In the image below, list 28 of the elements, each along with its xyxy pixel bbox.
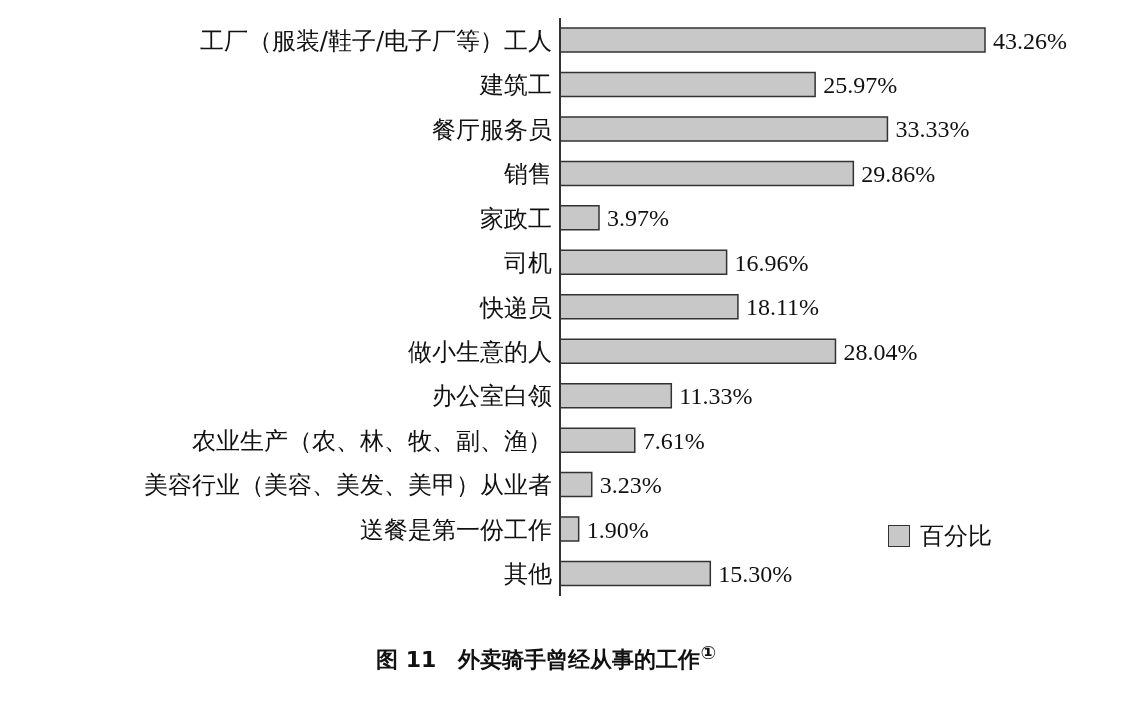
data-label: 29.86%	[861, 160, 936, 187]
data-label: 18.11%	[745, 294, 820, 321]
y-tick-label: 做小生意的人	[408, 337, 552, 366]
y-tick-label: 建筑工	[479, 71, 552, 100]
y-tick-label: 家政工	[480, 204, 552, 233]
data-label: 43.26%	[993, 27, 1067, 54]
y-tick-label: 农业生产（农、林、牧、副、渔）	[192, 426, 552, 455]
data-label: 15.30%	[718, 561, 793, 588]
y-tick-label: 销售	[503, 160, 552, 189]
data-label: 11.33%	[679, 383, 753, 410]
data-label: 33.33%	[895, 116, 970, 143]
data-label: 1.90%	[586, 516, 649, 543]
data-label: 28.04%	[843, 338, 918, 365]
y-tick-label: 办公室白领	[432, 382, 552, 411]
data-label: 25.97%	[823, 71, 898, 98]
data-label: 7.61%	[642, 427, 705, 454]
y-tick-label: 美容行业（美容、美发、美甲）从业者	[144, 471, 552, 500]
data-label: 3.97%	[607, 205, 669, 232]
y-tick-label: 工厂（服装/鞋子/电子厂等）工人	[199, 26, 552, 55]
y-tick-label: 快递员	[479, 293, 552, 322]
legend-label: 百分比	[920, 521, 992, 552]
y-tick-label: 其他	[504, 560, 552, 589]
data-label: 3.23%	[599, 472, 662, 499]
y-tick-label: 餐厅服务员	[432, 115, 552, 144]
y-tick-label: 司机	[504, 249, 552, 278]
data-label: 16.96%	[734, 249, 809, 276]
y-tick-label: 送餐是第一份工作	[360, 515, 552, 544]
text: 图 11 外卖骑手曾经从事的工作$^{①}$	[375, 642, 717, 675]
